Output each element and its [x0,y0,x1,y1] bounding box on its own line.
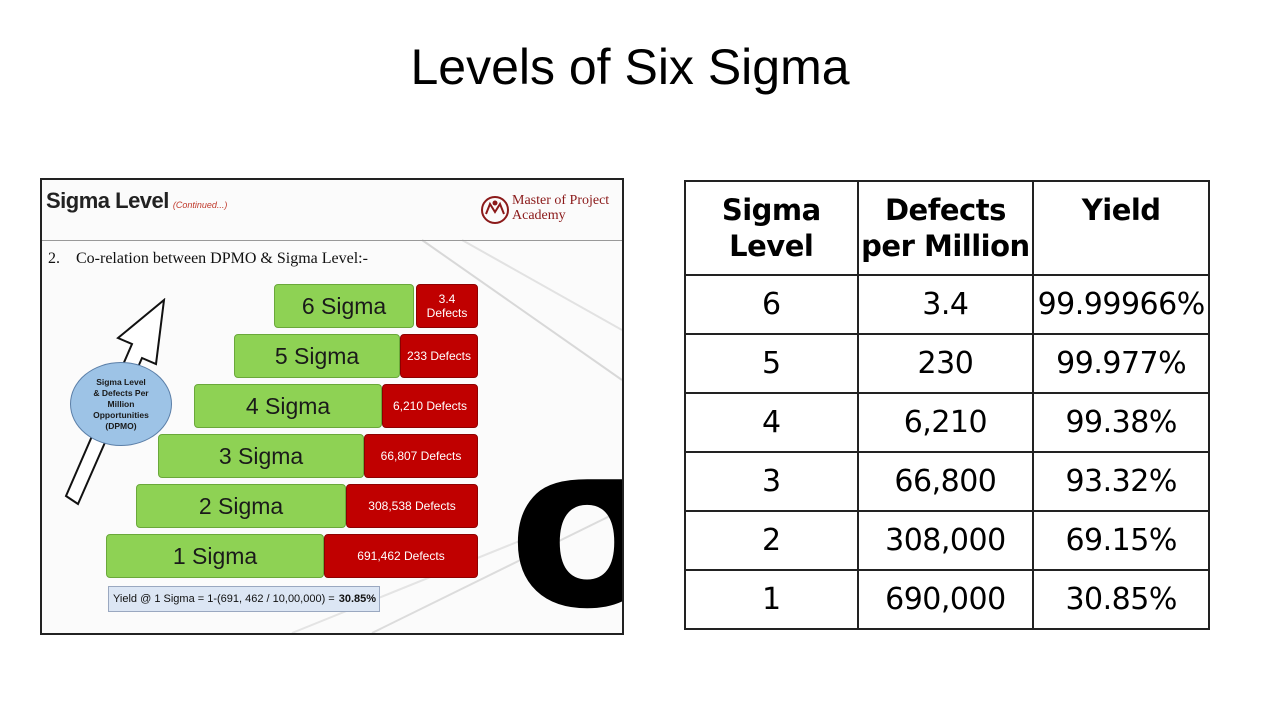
sigma-table: Sigma Level Defects per Million Yield 6 … [684,180,1210,630]
sigma-step-label: 1 Sigma [106,534,324,578]
sigma-step-defects: 3.4 Defects [416,284,478,328]
header-yield: Yield [1032,180,1210,276]
sigma-symbol: σ [508,412,622,634]
sigma-step-defects: 6,210 Defects [382,384,478,428]
table-row: 6 3.4 99.99966% [684,274,1210,335]
cell-yield: 69.15% [1032,510,1210,571]
cell-yield: 99.38% [1032,392,1210,453]
cell-yield: 99.99966% [1032,274,1210,335]
header-sigma-level: Sigma Level [684,180,859,276]
figure-divider [42,240,622,241]
dpmo-figure: Sigma Level (Continued...) Master of Proj… [40,178,624,635]
sigma-step-label: 3 Sigma [158,434,364,478]
cell-yield: 30.85% [1032,569,1210,630]
cell-defects: 308,000 [856,510,1035,571]
figure-heading: Sigma Level (Continued...) [46,188,227,214]
subtitle-text: Co-relation between DPMO & Sigma Level:- [76,250,368,267]
table-row: 4 6,210 99.38% [684,392,1210,453]
sigma-table-container: Sigma Level Defects per Million Yield 6 … [684,180,1210,630]
cell-sigma: 3 [684,451,859,512]
oval-line: Million [107,398,135,409]
sigma-step-defects: 308,538 Defects [346,484,478,528]
logo-line-1: Master of Project [512,193,610,208]
figure-subtitle: 2. Co-relation between DPMO & Sigma Level… [48,250,368,268]
sigma-step-label: 6 Sigma [274,284,414,328]
figure-heading-text: Sigma Level [46,188,169,213]
header-text: Defects per Million [861,193,1030,263]
logo-text: Master of Project Academy [512,193,622,223]
cell-yield: 93.32% [1032,451,1210,512]
header-text: Sigma Level [721,193,821,263]
cell-sigma: 5 [684,333,859,394]
dpmo-oval: Sigma Level & Defects Per Million Opport… [70,362,172,446]
cell-sigma: 2 [684,510,859,571]
subtitle-number: 2. [48,250,60,267]
logo: Master of Project Academy [480,190,620,230]
oval-line: Sigma Level [96,376,146,387]
yield-formula-box: Yield @ 1 Sigma = 1-(691, 462 / 10,00,00… [108,586,380,612]
sigma-step-defects: 66,807 Defects [364,434,478,478]
table-row: 1 690,000 30.85% [684,569,1210,630]
sigma-step-label: 5 Sigma [234,334,400,378]
oval-line: (DPMO) [105,420,137,431]
cell-sigma: 4 [684,392,859,453]
cell-sigma: 6 [684,274,859,335]
academy-logo-icon [481,196,509,224]
cell-defects: 6,210 [856,392,1035,453]
logo-line-2: Academy [512,208,566,223]
cell-sigma: 1 [684,569,859,630]
yield-value: 30.85% [338,593,377,605]
slide-title: Levels of Six Sigma [410,39,850,95]
table-row: 5 230 99.977% [684,333,1210,394]
figure-background [291,239,622,633]
oval-line: & Defects Per [93,387,149,398]
yield-formula: Yield @ 1 Sigma = 1-(691, 462 / 10,00,00… [113,593,335,605]
table-header-row: Sigma Level Defects per Million Yield [684,180,1210,276]
sigma-step-defects: 691,462 Defects [324,534,478,578]
sigma-step-defects: 233 Defects [400,334,478,378]
cell-defects: 3.4 [856,274,1035,335]
cell-yield: 99.977% [1032,333,1210,394]
cell-defects: 690,000 [856,569,1035,630]
oval-line: Opportunities [93,409,149,420]
table-row: 3 66,800 93.32% [684,451,1210,512]
table-row: 2 308,000 69.15% [684,510,1210,571]
sigma-step-label: 2 Sigma [136,484,346,528]
figure-heading-note: (Continued...) [172,200,228,210]
cell-defects: 66,800 [856,451,1035,512]
sigma-step-label: 4 Sigma [194,384,382,428]
header-defects: Defects per Million [856,180,1035,276]
cell-defects: 230 [856,333,1035,394]
